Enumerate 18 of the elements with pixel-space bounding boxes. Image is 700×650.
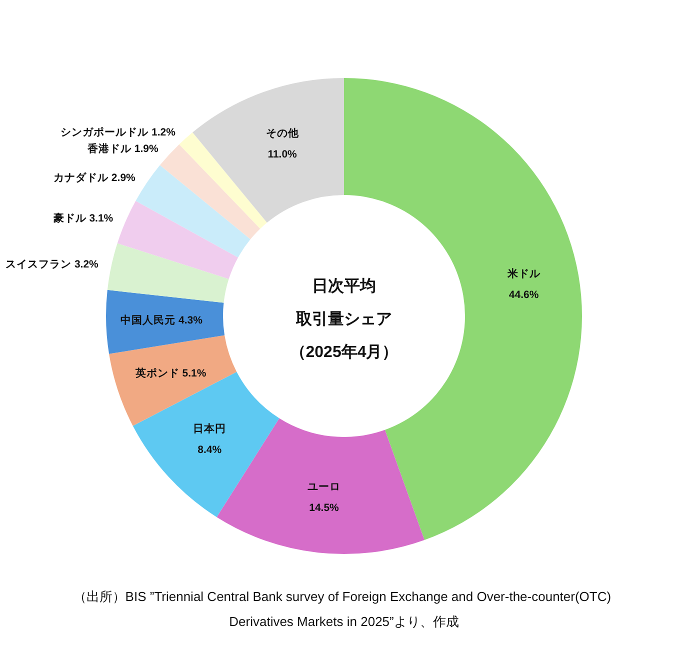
data-label: 44.6% <box>508 289 540 302</box>
slice-label: カナダドル 2.9% <box>54 170 136 184</box>
slice-label: 日本円 <box>193 422 226 435</box>
data-label: 14.5% <box>309 502 340 514</box>
slice-label: スイスフラン 3.2% <box>6 258 100 271</box>
slice-label: 英ポンド 5.1% <box>134 366 207 380</box>
slice-label: シンガポールドル 1.2% <box>60 126 176 138</box>
text: （出所）BIS ”Triennial Central Bank survey of Foreign Exchange and Over-the-counter(OTC) Derivatives Markets in 2025”より、作成 <box>73 589 615 629</box>
text: 日次平均取引量シェア <box>295 277 392 328</box>
data-label: 11.0% <box>268 148 298 161</box>
slice-label: 豪ドル 3.1% <box>52 211 114 224</box>
data-label: 8.4% <box>198 444 222 456</box>
slice-label: その他 <box>266 126 300 140</box>
slice-label: ユーロ <box>308 480 341 493</box>
slice-label: 香港ドル 1.9% <box>86 142 160 155</box>
slice-label: 中国人民元 4.3% <box>120 314 204 327</box>
slice-label: 米ドル <box>506 267 542 280</box>
text: （2025年4月） <box>290 343 398 361</box>
